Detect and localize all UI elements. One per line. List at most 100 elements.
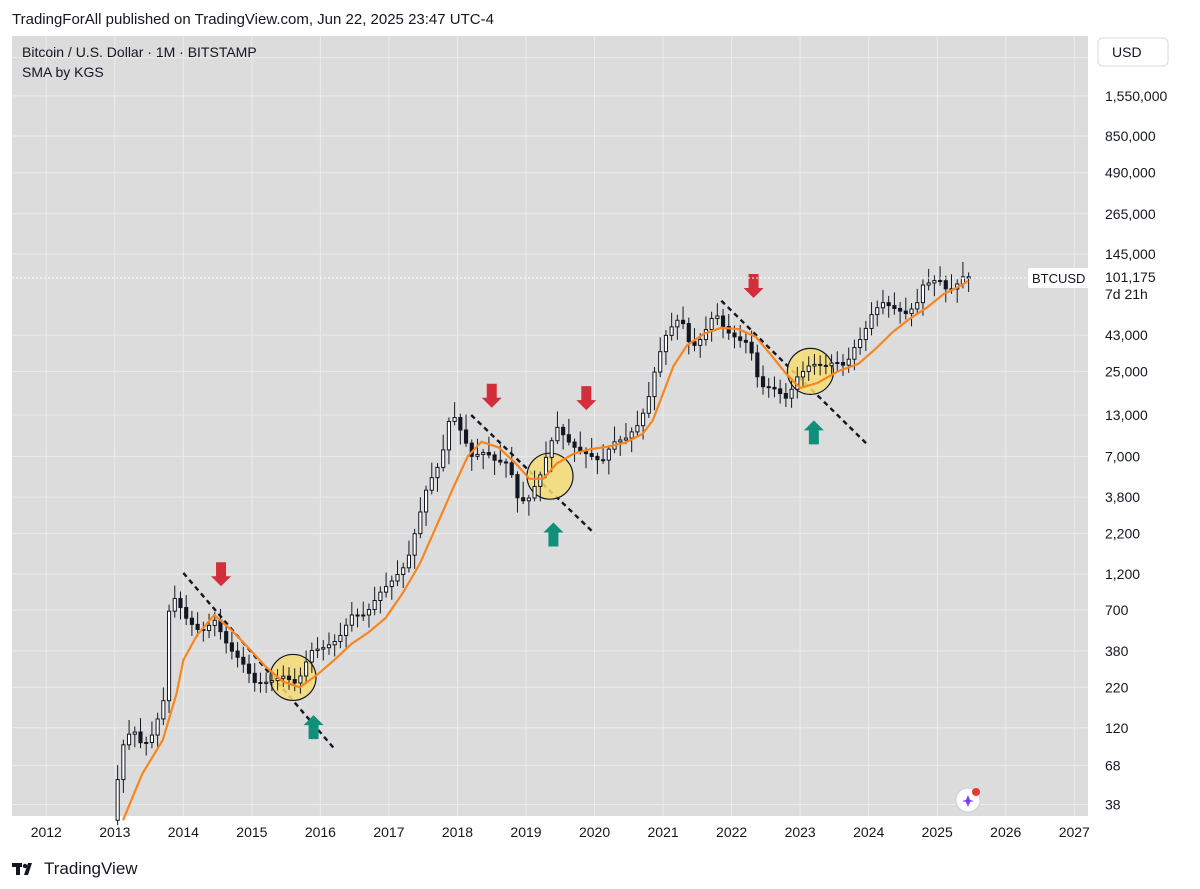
y-tick-label: 38 [1105,797,1121,813]
candle-body [452,417,457,422]
candle-body [423,489,429,513]
candle-body [852,347,857,360]
candle-body [663,334,669,353]
x-tick-label: 2013 [99,824,130,840]
x-tick-label: 2023 [785,824,816,840]
candle-body [549,440,554,458]
candle-body [446,420,451,451]
time-axis-background[interactable] [12,816,1088,846]
candle-body [144,742,149,745]
y-tick-label: 265,000 [1105,206,1156,222]
time-axis[interactable]: 2012 2013 2014 2015 2016 2017 2018 2019 2020 2021… [31,824,1090,840]
candle-body [349,614,354,626]
candle-body [572,441,577,448]
y-tick-label: 490,000 [1105,165,1156,181]
candle-body [789,388,794,399]
x-tick-label: 2026 [990,824,1021,840]
candle-body [401,567,406,576]
candle-body [463,429,469,444]
candle-body [892,305,897,309]
x-tick-label: 2019 [510,824,541,840]
candle-body [738,336,743,341]
candle-body [172,598,177,612]
x-tick-label: 2014 [168,824,199,840]
candle-body [395,574,400,582]
price-chart[interactable]: 2,750,0001,550,000850,000490,000265,0001… [12,36,1172,846]
candle-body [418,511,423,535]
candle-body [475,453,480,457]
x-tick-label: 2012 [31,824,62,840]
candle-body [829,362,834,367]
candle-body [332,641,337,646]
candle-body [355,614,360,617]
candle-body [578,446,583,452]
y-tick-label: 25,000 [1105,363,1148,379]
candle-body [675,319,680,328]
candle-body [641,412,646,427]
x-tick-label: 2018 [442,824,473,840]
candle-body [863,327,868,341]
candle-body [629,431,634,439]
candle-body [766,386,771,389]
up-arrow [303,715,324,740]
y-tick-label: 43,000 [1105,327,1148,343]
candle-body [858,339,863,349]
candle-body [315,648,320,652]
candle-body [184,607,189,619]
candle-body [903,310,908,315]
candle-body [503,461,509,464]
candle-body [720,315,726,327]
y-tick-label: 68 [1105,758,1121,774]
candle-body [281,675,286,679]
candle-body [241,656,246,665]
candle-body [618,439,623,443]
down-arrow [743,274,764,299]
sparkle-assistant-icon[interactable] [955,787,981,813]
candle-body [818,363,823,366]
candle-body [709,317,714,330]
candle-body [161,700,166,720]
candle-body [869,314,874,329]
y-tick-label: 2,200 [1105,526,1140,542]
candle-body [224,631,229,644]
candle-body [886,302,891,307]
x-tick-label: 2024 [853,824,884,840]
candle-body [835,362,840,365]
candle-body [361,614,366,617]
candle-body [338,634,343,643]
candle-body [840,362,846,366]
price-axis-background[interactable] [1088,36,1172,846]
candle-body [589,453,594,457]
candle-body [195,623,200,630]
x-tick-label: 2020 [579,824,610,840]
candle-body [932,280,937,284]
chart-area[interactable]: 2,750,0001,550,000850,000490,000265,0001… [12,36,1172,846]
candle-body [561,426,566,436]
plot-background[interactable] [12,36,1088,816]
candle-body [406,554,412,569]
candle-body [783,393,788,399]
y-tick-label: 3,800 [1105,489,1140,505]
candle-body [760,376,766,388]
candle-body [189,617,194,625]
candle-body [344,624,349,636]
price-tag[interactable]: BTCUSD 101,175 7d 21h [1028,267,1168,306]
legend-indicator[interactable]: SMA by KGS [22,64,104,80]
candle-body [755,352,760,378]
y-tick-label: 145,000 [1105,246,1156,262]
candle-body [880,302,886,309]
candle-body [726,325,731,334]
candle-body [658,351,663,373]
candle-body [252,672,257,684]
candle-body [715,315,720,319]
currency-button[interactable]: USD [1097,37,1169,67]
currency-label: USD [1112,44,1142,60]
candle-body [269,680,274,683]
footer-brand[interactable]: TradingView [12,858,138,880]
candle-body [566,434,571,443]
candle-body [441,449,446,468]
candle-body [298,675,303,684]
x-tick-label: 2021 [648,824,679,840]
candle-body [898,307,903,312]
legend-symbol[interactable]: Bitcoin / U.S. Dollar · 1M · BITSTAMP [22,44,257,60]
